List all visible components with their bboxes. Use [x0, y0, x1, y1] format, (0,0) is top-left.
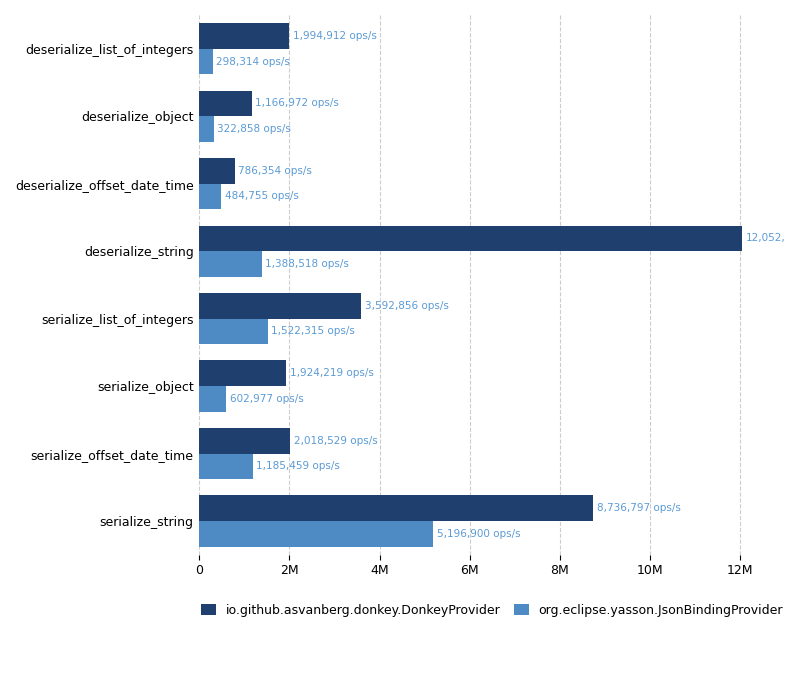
Bar — [199, 318, 268, 344]
Bar — [199, 521, 434, 547]
Bar — [199, 496, 593, 521]
Bar — [199, 49, 213, 74]
Bar — [199, 116, 214, 142]
Text: 786,354 ops/s: 786,354 ops/s — [238, 166, 312, 176]
Text: 1,522,315 ops/s: 1,522,315 ops/s — [271, 327, 355, 337]
Text: 8,736,797 ops/s: 8,736,797 ops/s — [597, 503, 681, 513]
Bar — [199, 386, 226, 412]
Bar — [199, 360, 286, 386]
Text: 12,052,: 12,052, — [746, 233, 786, 243]
Text: 1,388,518 ops/s: 1,388,518 ops/s — [266, 259, 350, 269]
Text: 5,196,900 ops/s: 5,196,900 ops/s — [437, 529, 521, 539]
Text: 298,314 ops/s: 298,314 ops/s — [216, 57, 290, 66]
Text: 602,977 ops/s: 602,977 ops/s — [230, 394, 304, 404]
Bar — [199, 91, 252, 116]
Text: 3,592,856 ops/s: 3,592,856 ops/s — [365, 301, 449, 311]
Bar — [199, 184, 221, 210]
Bar — [199, 454, 253, 479]
Text: 1,994,912 ops/s: 1,994,912 ops/s — [293, 31, 377, 41]
Bar — [199, 23, 289, 49]
Text: 2,018,529 ops/s: 2,018,529 ops/s — [294, 436, 378, 445]
Text: 484,755 ops/s: 484,755 ops/s — [225, 191, 298, 201]
Bar — [199, 293, 361, 318]
Bar — [199, 158, 234, 184]
Bar — [199, 251, 262, 276]
Legend: io.github.asvanberg.donkey.DonkeyProvider, org.eclipse.yasson.JsonBindingProvide: io.github.asvanberg.donkey.DonkeyProvide… — [196, 599, 788, 622]
Bar — [199, 226, 742, 251]
Text: 1,166,972 ops/s: 1,166,972 ops/s — [255, 99, 339, 108]
Text: 1,924,219 ops/s: 1,924,219 ops/s — [290, 368, 374, 379]
Bar — [199, 428, 290, 454]
Text: 1,185,459 ops/s: 1,185,459 ops/s — [256, 461, 340, 471]
Text: 322,858 ops/s: 322,858 ops/s — [218, 124, 291, 134]
